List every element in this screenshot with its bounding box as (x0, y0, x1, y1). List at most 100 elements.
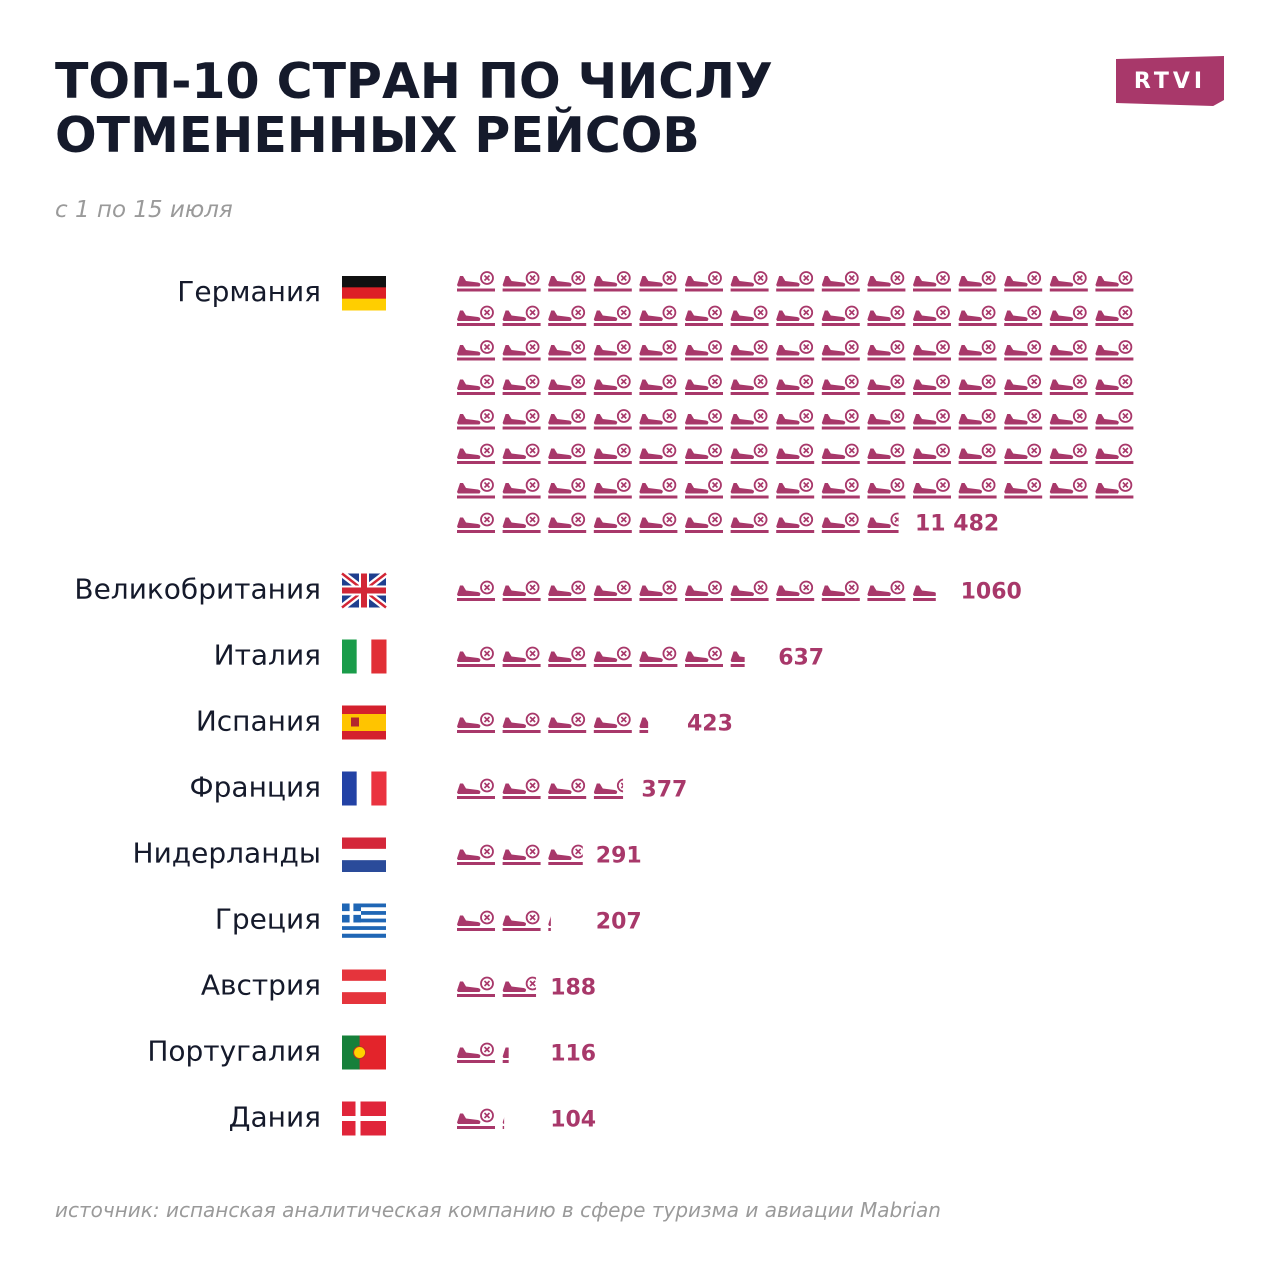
plane-icon (867, 409, 906, 430)
plane-icon (1049, 374, 1088, 395)
plane-icon (593, 778, 624, 799)
plane-icon (730, 305, 769, 326)
plane-icon (685, 512, 723, 533)
plane-icon (457, 305, 495, 326)
flag (342, 903, 386, 938)
category-label: Греция (215, 903, 321, 936)
plane-icon (548, 478, 587, 499)
plane-icon (913, 443, 951, 464)
plane-icon (776, 512, 815, 533)
plane-icon (685, 443, 723, 464)
plane-icon (548, 340, 587, 361)
plane-icon (548, 646, 587, 667)
plane-icon (867, 512, 899, 533)
plane-icon (502, 580, 541, 601)
plane-icon (776, 305, 815, 326)
plane-icon (639, 340, 678, 361)
plane-icon (776, 443, 815, 464)
plane-icon (913, 585, 936, 601)
plane-icon (548, 305, 587, 326)
plane-icon (1049, 271, 1088, 292)
plane-icon (593, 271, 632, 292)
plane-icon (502, 910, 541, 931)
plane-icon (457, 443, 495, 464)
plane-icon (1004, 305, 1043, 326)
plane-icon (502, 374, 541, 395)
plane-icon (867, 580, 906, 601)
value-label: 637 (778, 646, 824, 671)
plane-icon (457, 1042, 495, 1063)
plane-icon (1095, 374, 1134, 395)
plane-icon (502, 409, 541, 430)
plane-icon (548, 409, 587, 430)
pictogram (457, 910, 551, 931)
plane-icon (730, 478, 769, 499)
source-note: источник: испанская аналитическая компан… (55, 1198, 941, 1222)
plane-icon (502, 340, 541, 361)
plane-icon (502, 976, 537, 997)
plane-icon (1095, 443, 1134, 464)
plane-icon (1095, 305, 1134, 326)
plane-icon (913, 374, 951, 395)
plane-icon (685, 374, 723, 395)
plane-icon (457, 580, 495, 601)
value-label: 104 (550, 1108, 596, 1133)
plane-icon (730, 340, 769, 361)
plane-icon (685, 409, 723, 430)
plane-icon (502, 778, 541, 799)
plane-icon (457, 478, 495, 499)
plane-icon (593, 374, 632, 395)
plane-icon (776, 374, 815, 395)
plane-icon (639, 443, 678, 464)
plane-icon (639, 271, 678, 292)
plane-icon (457, 976, 495, 997)
plane-icon (1095, 340, 1134, 361)
plane-icon (776, 409, 815, 430)
plane-icon (867, 443, 906, 464)
plane-icon (1095, 271, 1134, 292)
plane-icon (730, 512, 769, 533)
chart-title: ТОП-10 СТРАН ПО ЧИСЛУ ОТМЕНЕННЫХ РЕЙСОВ (55, 53, 773, 164)
plane-icon (867, 374, 906, 395)
plane-icon (913, 478, 951, 499)
value-label: 1060 (961, 580, 1022, 605)
plane-icon (639, 409, 678, 430)
plane-icon (502, 271, 541, 292)
plane-icon (685, 646, 723, 667)
plane-icon (457, 512, 495, 533)
category-label: Великобритания (74, 573, 321, 606)
value-label: 423 (687, 712, 733, 737)
plane-icon (457, 778, 495, 799)
plane-icon (730, 374, 769, 395)
plane-icon (502, 443, 541, 464)
plane-icon (593, 580, 632, 601)
plane-icon (548, 712, 587, 733)
plane-icon (548, 271, 587, 292)
plane-icon (548, 512, 587, 533)
category-label: Франция (190, 771, 321, 804)
plane-icon (958, 340, 997, 361)
plane-icon (593, 340, 632, 361)
plane-icon (913, 340, 951, 361)
plane-icon (913, 305, 951, 326)
chart-subtitle: с 1 по 15 июля (55, 197, 233, 223)
plane-icon (730, 651, 745, 667)
plane-icon (457, 340, 495, 361)
plane-icon (593, 409, 632, 430)
plane-icon (639, 646, 678, 667)
plane-icon (958, 271, 997, 292)
category-label: Италия (214, 639, 321, 672)
plane-icon (639, 374, 678, 395)
plane-icon (821, 340, 860, 361)
plane-icon (639, 580, 678, 601)
flag (339, 570, 389, 611)
flag (342, 276, 386, 311)
plane-icon (1049, 443, 1088, 464)
plane-icon (821, 271, 860, 292)
plane-icon (685, 340, 723, 361)
pictogram (457, 976, 537, 997)
plane-icon (1049, 305, 1088, 326)
plane-icon (1004, 409, 1043, 430)
plane-icon (593, 443, 632, 464)
category-label: Португалия (147, 1035, 321, 1068)
